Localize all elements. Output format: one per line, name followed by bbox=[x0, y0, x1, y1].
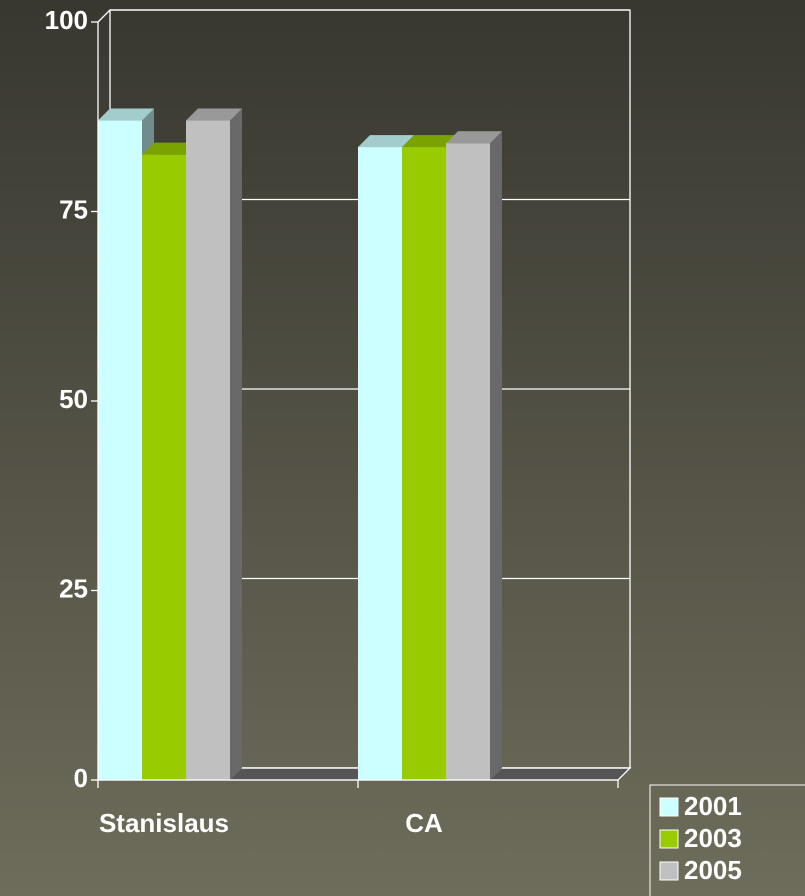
bar-side bbox=[230, 108, 242, 781]
y-tick-label: 25 bbox=[59, 573, 88, 603]
bar-top bbox=[186, 108, 242, 121]
bar bbox=[446, 143, 490, 780]
bar bbox=[358, 147, 402, 780]
bar-top-shade bbox=[446, 131, 502, 144]
legend-swatch bbox=[659, 829, 679, 849]
legend-label: 2005 bbox=[684, 855, 742, 885]
legend-label: 2003 bbox=[684, 823, 742, 853]
y-tick-label: 75 bbox=[59, 194, 88, 224]
bar-top-shade bbox=[358, 135, 414, 148]
side-wall-top bbox=[97, 9, 111, 23]
bar-top bbox=[358, 135, 414, 148]
bar bbox=[402, 147, 446, 780]
legend-label: 2001 bbox=[684, 791, 742, 821]
bar-top-shade bbox=[142, 142, 198, 155]
legend-box bbox=[649, 784, 805, 896]
bar-top bbox=[98, 108, 154, 121]
x-tick-label: CA bbox=[405, 808, 443, 838]
bar-top-shade bbox=[186, 108, 242, 121]
bar bbox=[142, 154, 186, 780]
y-tick-label: 100 bbox=[45, 5, 88, 35]
y-tick-label: 0 bbox=[74, 763, 88, 793]
x-tick-label: Stanislaus bbox=[99, 808, 229, 838]
bar-side-shade bbox=[490, 131, 502, 780]
bar-top bbox=[446, 131, 502, 144]
bar-side bbox=[490, 131, 502, 780]
bar-side-shade bbox=[230, 108, 242, 781]
bar-top bbox=[402, 135, 458, 148]
bar bbox=[98, 120, 142, 781]
bar-top-shade bbox=[402, 135, 458, 148]
legend-swatch bbox=[659, 797, 679, 817]
legend-swatch bbox=[659, 861, 679, 881]
bar-top bbox=[142, 142, 198, 155]
bar-top-shade bbox=[98, 108, 154, 121]
y-tick-label: 50 bbox=[59, 384, 88, 414]
bar bbox=[186, 120, 230, 781]
